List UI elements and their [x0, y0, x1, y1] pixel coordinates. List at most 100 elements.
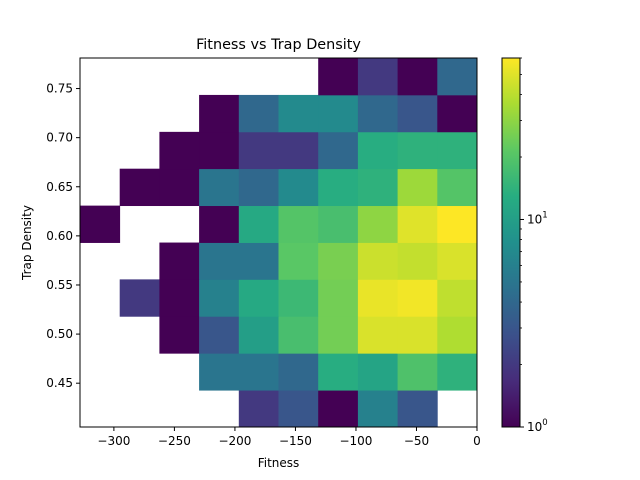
heatmap-cell	[397, 168, 438, 207]
heatmap-cell	[238, 353, 279, 391]
heatmap-cell	[437, 131, 478, 170]
y-tick-label: 0.45	[46, 376, 73, 390]
heatmap-cell	[397, 205, 438, 243]
heatmap-cell	[238, 205, 279, 243]
heatmap-cell	[397, 316, 438, 354]
plot-frame	[79, 57, 478, 428]
heatmap-cell	[357, 205, 398, 243]
heatmap-cell	[318, 94, 359, 133]
heatmap-cell	[318, 205, 359, 243]
x-tick-label: −100	[339, 434, 372, 448]
heatmap-cell	[357, 58, 398, 96]
heatmap-cell	[318, 58, 359, 96]
heatmap-cell	[357, 353, 398, 391]
heatmap-cell	[397, 390, 438, 428]
heatmap-cell	[278, 390, 319, 428]
heatmap-cell	[437, 242, 478, 280]
heatmap-cell	[159, 316, 200, 354]
heatmap-cell	[159, 131, 200, 170]
heatmap-cell	[437, 94, 478, 133]
heatmap-cell	[238, 242, 279, 280]
heatmap-cell	[199, 205, 240, 243]
heatmap-cell	[278, 242, 319, 280]
heatmap-cell	[238, 94, 279, 133]
heatmap-cell	[318, 168, 359, 207]
heatmap-cell	[437, 279, 478, 317]
heatmap-cell	[278, 168, 319, 207]
heatmap-cell	[357, 131, 398, 170]
x-tick-label: −150	[279, 434, 312, 448]
heatmap-cell	[437, 205, 478, 243]
heatmap-cell	[357, 279, 398, 317]
heatmap-cell	[119, 168, 160, 207]
heatmap-cell	[159, 242, 200, 280]
heatmap-cell	[397, 242, 438, 280]
heatmap-cell	[437, 168, 478, 207]
heatmap-cell	[357, 390, 398, 428]
heatmap-cells	[80, 58, 478, 428]
heatmap-cell	[278, 316, 319, 354]
heatmap-cell	[199, 242, 240, 280]
heatmap-cell	[199, 168, 240, 207]
heatmap-cell	[238, 131, 279, 170]
heatmap-cell	[437, 316, 478, 354]
heatmap-cell	[199, 279, 240, 317]
x-tick-label: −50	[404, 434, 429, 448]
heatmap-cell	[357, 242, 398, 280]
chart-title: Fitness vs Trap Density	[196, 37, 361, 53]
y-tick-label: 0.75	[46, 82, 73, 96]
y-tick-label: 0.55	[46, 278, 73, 292]
heatmap-cell	[80, 205, 121, 243]
heatmap-cell	[119, 279, 160, 317]
y-tick-label: 0.60	[46, 229, 73, 243]
x-tick-label: −250	[158, 434, 191, 448]
heatmap-cell	[159, 279, 200, 317]
colorbar-tick-label: 101	[527, 210, 548, 226]
y-tick-label: 0.50	[46, 327, 73, 341]
y-tick-label: 0.65	[46, 180, 73, 194]
x-tick-label: −300	[97, 434, 130, 448]
x-tick-label: 0	[473, 434, 481, 448]
heatmap-cell	[357, 316, 398, 354]
heatmap-cell	[318, 390, 359, 428]
x-axis-label: Fitness	[258, 456, 300, 470]
heatmap-cell	[278, 94, 319, 133]
heatmap-cell	[159, 168, 200, 207]
colorbar: 100 101	[501, 57, 548, 434]
heatmap-cell	[238, 390, 279, 428]
heatmap-cell	[318, 131, 359, 170]
heatmap-cell	[397, 279, 438, 317]
heatmap-cell	[238, 279, 279, 317]
x-axis: −300 −250 −200 −150 −100 −50 0	[97, 427, 481, 448]
heatmap-cell	[397, 58, 438, 96]
heatmap-cell	[278, 205, 319, 243]
heatmap-cell	[357, 168, 398, 207]
heatmap-cell	[238, 316, 279, 354]
x-tick-label: −200	[218, 434, 251, 448]
heatmap-cell	[397, 353, 438, 391]
heatmap-cell	[397, 94, 438, 133]
heatmap-cell	[437, 58, 478, 96]
heatmap-cell	[199, 131, 240, 170]
y-tick-label: 0.70	[46, 131, 73, 145]
heatmap-cell	[357, 94, 398, 133]
heatmap-cell	[318, 242, 359, 280]
heatmap-cell	[278, 279, 319, 317]
colorbar-gradient	[502, 58, 520, 427]
y-axis-label: Trap Density	[20, 205, 34, 281]
heatmap-cell	[397, 131, 438, 170]
heatmap-cell	[199, 94, 240, 133]
heatmap-cell	[199, 353, 240, 391]
heatmap-cell	[318, 279, 359, 317]
heatmap-cell	[238, 168, 279, 207]
colorbar-frame	[501, 57, 521, 428]
y-axis: 0.45 0.50 0.55 0.60 0.65 0.70 0.75	[46, 82, 80, 390]
heatmap-cell	[437, 353, 478, 391]
heatmap-cell	[199, 316, 240, 354]
heatmap-cell	[278, 131, 319, 170]
heatmap-cell	[318, 316, 359, 354]
colorbar-tick-label: 100	[527, 418, 548, 434]
heatmap-cell	[278, 353, 319, 391]
heatmap-cell	[318, 353, 359, 391]
